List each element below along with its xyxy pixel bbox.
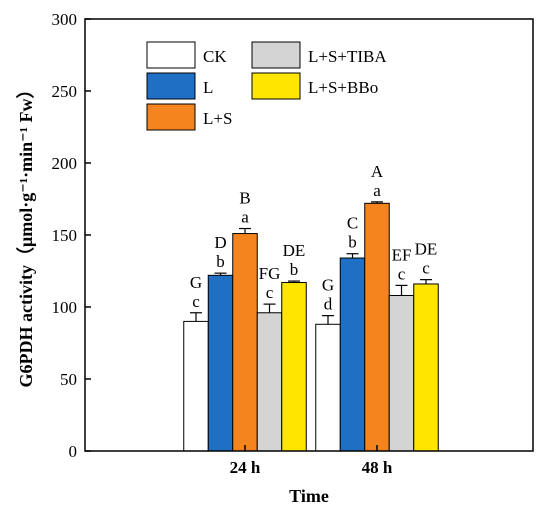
- y-tick-label: 0: [69, 442, 78, 461]
- legend-swatch: [251, 41, 301, 69]
- sig-letter-lower: c: [398, 264, 406, 283]
- sig-letter-upper: C: [347, 214, 358, 233]
- y-tick-label: 100: [52, 298, 78, 317]
- bar: [281, 282, 307, 452]
- sig-letter-upper: G: [190, 273, 202, 292]
- legend-swatch: [146, 72, 196, 100]
- bar: [207, 274, 234, 452]
- y-axis-title: G6PDH activity（μmol·g⁻¹·min⁻¹ Fw）: [16, 81, 36, 388]
- bar: [315, 323, 341, 452]
- legend-label: L+S+BBo: [308, 78, 378, 97]
- sig-letter-lower: c: [266, 283, 274, 302]
- bar: [256, 312, 283, 452]
- legend: CK L L+S L+S+TIBA L+S+BBo: [146, 41, 387, 131]
- bar: [232, 233, 258, 452]
- y-tick-label: 200: [52, 154, 78, 173]
- legend-swatch: [146, 41, 196, 69]
- x-tick-label: 48 h: [362, 458, 393, 477]
- legend-label: L+S+TIBA: [308, 47, 387, 66]
- bar: [388, 294, 415, 452]
- sig-letter-upper: FG: [259, 264, 281, 283]
- sig-letter-upper: A: [371, 162, 384, 181]
- axes-layer: 0 50 100 150 200 250 300 24 h 48 h: [52, 10, 534, 477]
- sig-letter-upper: G: [322, 276, 334, 295]
- sig-letter-lower: d: [324, 295, 333, 314]
- sig-letter-upper: EF: [392, 245, 412, 264]
- y-tick-label: 50: [60, 370, 77, 389]
- sig-letter-upper: D: [214, 233, 226, 252]
- sig-letter-lower: c: [422, 259, 430, 278]
- y-tick-label: 150: [52, 226, 78, 245]
- sig-letter-lower: a: [241, 208, 249, 227]
- legend-swatch: [146, 103, 196, 131]
- sig-letter-lower: b: [290, 260, 299, 279]
- bar: [183, 320, 209, 452]
- legend-label: CK: [203, 47, 227, 66]
- bar: [339, 257, 366, 452]
- legend-swatch: [251, 72, 301, 100]
- legend-label: L+S: [203, 109, 232, 128]
- sig-letter-lower: c: [192, 292, 200, 311]
- sig-letter-lower: b: [216, 252, 225, 271]
- bar: [413, 283, 439, 452]
- x-tick-label: 24 h: [230, 458, 261, 477]
- sig-letter-upper: B: [239, 189, 250, 208]
- y-tick-label: 300: [52, 10, 78, 29]
- bar: [364, 202, 390, 452]
- sig-letter-upper: DE: [283, 241, 306, 260]
- sig-letter-lower: b: [348, 233, 357, 252]
- sig-letter-lower: a: [373, 181, 381, 200]
- x-axis-title: Time: [289, 486, 329, 506]
- legend-label: L: [203, 78, 213, 97]
- y-tick-label: 250: [52, 82, 78, 101]
- sig-letter-upper: DE: [415, 240, 438, 259]
